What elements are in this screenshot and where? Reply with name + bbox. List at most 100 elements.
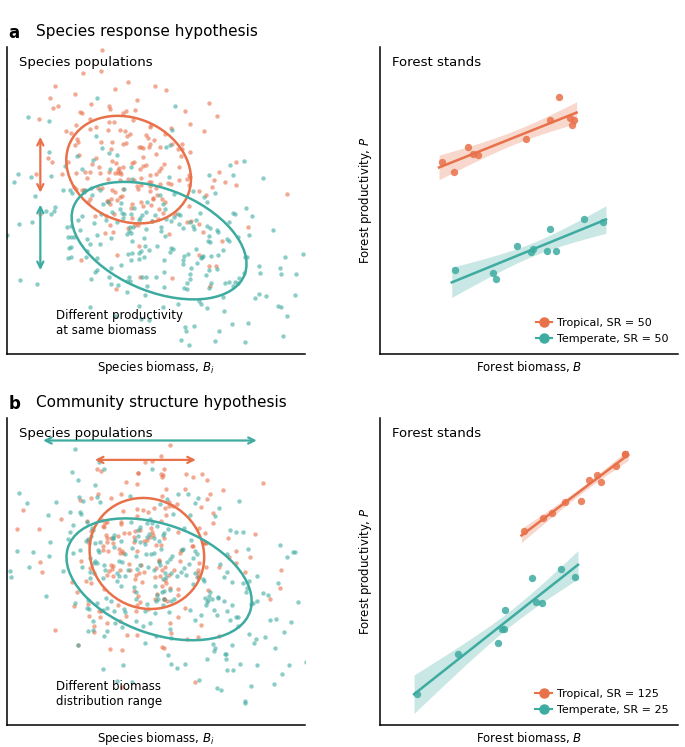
Point [129, 156, 140, 168]
Point [192, 257, 203, 269]
Point [610, 459, 621, 471]
Point [134, 212, 145, 224]
Text: Forest stands: Forest stands [392, 56, 481, 69]
Point [160, 128, 171, 140]
Point [166, 568, 177, 580]
Point [17, 504, 28, 516]
Point [121, 629, 132, 641]
Point [63, 243, 74, 255]
Point [239, 565, 250, 577]
Point [204, 586, 215, 598]
Point [119, 527, 129, 539]
Point [253, 260, 264, 272]
Point [102, 516, 113, 528]
Point [347, 589, 358, 601]
Point [193, 557, 204, 569]
Point [140, 158, 151, 170]
Point [116, 208, 127, 220]
Point [83, 196, 94, 208]
Point [116, 515, 127, 527]
Point [214, 630, 225, 642]
Point [147, 530, 158, 542]
Point [91, 252, 102, 264]
Point [12, 168, 23, 180]
Point [164, 606, 175, 618]
Point [234, 658, 245, 670]
Point [136, 576, 147, 588]
Point [179, 105, 190, 117]
Point [158, 266, 169, 278]
Point [125, 220, 136, 232]
Point [209, 335, 220, 347]
Point [190, 214, 201, 226]
Point [132, 503, 142, 515]
Point [220, 277, 231, 289]
Point [87, 522, 98, 534]
Point [50, 202, 61, 214]
Point [184, 558, 195, 570]
Point [542, 245, 553, 257]
Point [129, 525, 140, 537]
Point [184, 200, 195, 212]
Point [155, 539, 166, 551]
Point [238, 577, 249, 589]
Point [124, 558, 135, 570]
Point [123, 527, 134, 539]
Point [184, 268, 195, 280]
Point [262, 589, 273, 601]
Point [148, 503, 159, 515]
Point [223, 276, 234, 288]
Point [377, 654, 388, 666]
Point [195, 298, 206, 310]
Point [199, 125, 210, 137]
Point [139, 535, 150, 547]
Point [158, 281, 169, 293]
Point [148, 564, 159, 576]
Point [512, 240, 523, 252]
Point [245, 680, 256, 692]
Point [242, 582, 253, 594]
Point [112, 574, 123, 586]
Point [146, 463, 157, 475]
Point [107, 206, 118, 218]
Point [116, 535, 127, 547]
Point [103, 125, 114, 137]
Point [185, 119, 196, 131]
Point [126, 227, 137, 239]
Point [133, 467, 144, 479]
Point [134, 252, 145, 264]
Point [97, 44, 108, 56]
Point [144, 244, 155, 256]
Point [119, 604, 129, 616]
Point [108, 560, 119, 572]
Point [43, 146, 54, 158]
Point [136, 559, 147, 571]
Point [76, 185, 87, 196]
Point [314, 536, 325, 548]
Point [227, 170, 238, 182]
Point [538, 512, 549, 524]
Point [51, 496, 62, 508]
Point [192, 571, 203, 583]
Point [210, 260, 221, 272]
Point [179, 602, 190, 614]
Point [199, 592, 210, 604]
Point [132, 94, 142, 106]
Point [116, 488, 127, 500]
Point [68, 182, 79, 193]
Point [80, 575, 91, 587]
Point [106, 278, 117, 290]
Point [213, 592, 224, 604]
Point [136, 270, 147, 282]
Point [201, 538, 212, 550]
Point [165, 627, 176, 639]
Point [79, 167, 90, 179]
Point [143, 603, 154, 615]
Point [168, 500, 179, 512]
Point [98, 520, 109, 532]
Point [85, 98, 96, 110]
Point [88, 620, 99, 632]
Point [436, 156, 447, 168]
Point [152, 589, 163, 601]
Point [143, 176, 154, 187]
